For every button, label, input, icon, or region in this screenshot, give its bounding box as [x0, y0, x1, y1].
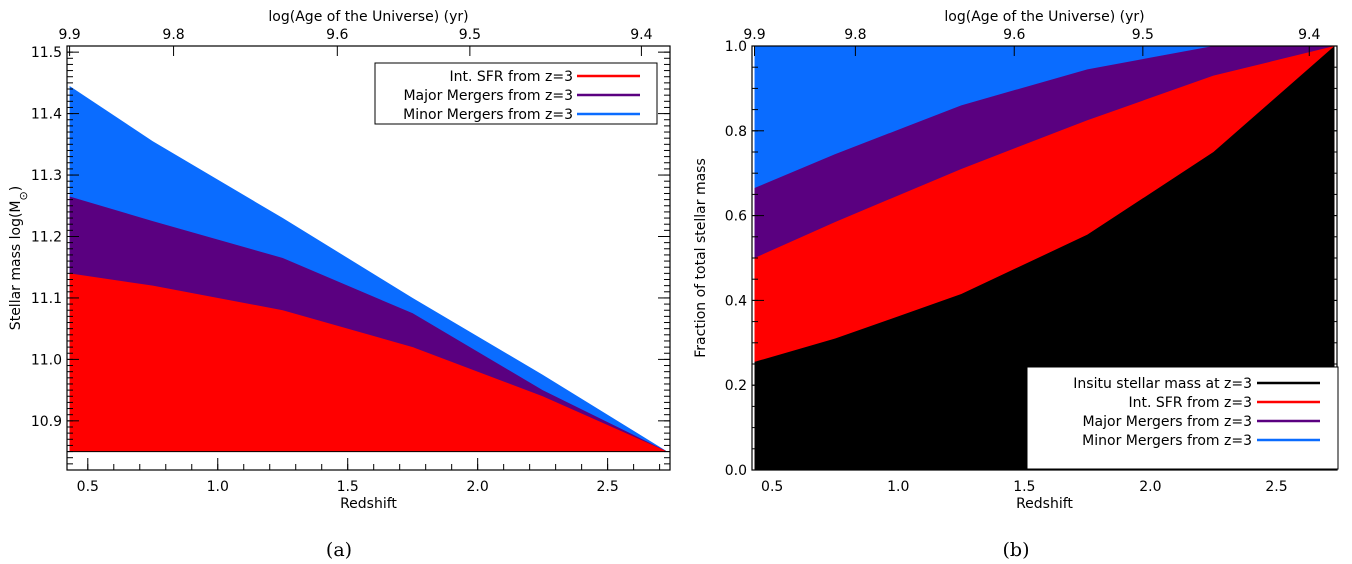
- x-axis-title: Redshift: [340, 496, 397, 512]
- panel-caption: (a): [326, 539, 352, 561]
- y-axis-title-subscript: ⊙: [17, 191, 30, 200]
- top-axis-title: log(Age of the Universe) (yr): [268, 9, 468, 25]
- y-tick-label: 11.4: [31, 107, 62, 123]
- legend-label: Major Mergers from z=3: [1082, 414, 1252, 430]
- top-tick-label: 9.5: [459, 27, 481, 43]
- legend-label: Minor Mergers from z=3: [1082, 433, 1252, 449]
- series-area: [69, 273, 668, 452]
- top-tick-label: 9.4: [630, 27, 652, 43]
- y-tick-label: 0.6: [725, 209, 747, 225]
- legend-label: Int. SFR from z=3: [449, 69, 573, 85]
- x-axis-title: Redshift: [1016, 496, 1073, 512]
- y-tick-label: 11.0: [31, 352, 62, 368]
- series-area: [754, 46, 1335, 470]
- x-tick-label: 1.5: [1013, 479, 1035, 495]
- y-tick-label: 11.2: [31, 229, 62, 245]
- y-tick-label: 0.4: [725, 293, 747, 309]
- top-axis-title: log(Age of the Universe) (yr): [944, 9, 1144, 25]
- top-tick-label: 9.6: [326, 27, 348, 43]
- y-tick-label: 1.0: [725, 39, 747, 55]
- top-tick-label: 9.9: [743, 27, 765, 43]
- y-tick-label: 11.1: [31, 291, 62, 307]
- y-tick-label: 11.3: [31, 168, 62, 184]
- plot-frame: [66, 45, 671, 471]
- legend-label: Int. SFR from z=3: [1128, 395, 1252, 411]
- x-tick-label: 0.5: [761, 479, 783, 495]
- top-tick-label: 9.5: [1132, 27, 1154, 43]
- x-tick-label: 2.0: [467, 479, 489, 495]
- y-tick-label: 0.0: [725, 463, 747, 479]
- x-tick-label: 2.0: [1139, 479, 1161, 495]
- x-tick-label: 0.5: [77, 479, 99, 495]
- x-tick-label: 1.5: [337, 479, 359, 495]
- top-tick-label: 9.8: [844, 27, 866, 43]
- legend-label: Minor Mergers from z=3: [403, 107, 573, 123]
- x-tick-label: 2.5: [596, 479, 618, 495]
- legend-label: Major Mergers from z=3: [403, 88, 573, 104]
- x-tick-label: 1.0: [207, 479, 229, 495]
- top-tick-label: 9.8: [162, 27, 184, 43]
- top-tick-label: 9.4: [1298, 27, 1320, 43]
- y-axis-title: Fraction of total stellar mass: [693, 158, 709, 358]
- y-axis-title-close: ): [8, 186, 24, 191]
- y-axis-title-main: Stellar mass log(M: [8, 200, 24, 330]
- y-axis-title-main: Fraction of total stellar mass: [693, 158, 709, 358]
- panel-a: 0.5 1.0 1.5 2.0 2.5 9.9 9.8 9.6 9.5 9.4 10.9 11.0 11…: [8, 9, 671, 561]
- top-tick-label: 9.6: [1003, 27, 1025, 43]
- x-tick-label: 1.0: [887, 479, 909, 495]
- panel-caption: (b): [1003, 539, 1030, 561]
- y-tick-label: 10.9: [31, 414, 62, 430]
- legend-label: Insitu stellar mass at z=3: [1073, 376, 1252, 392]
- y-axis-title: Stellar mass log(M⊙): [8, 186, 30, 330]
- top-tick-label: 9.9: [58, 27, 80, 43]
- x-tick-label: 2.5: [1265, 479, 1287, 495]
- y-tick-label: 11.5: [31, 45, 62, 61]
- y-tick-label: 0.2: [725, 378, 747, 394]
- panel-b: 0.5 1.0 1.5 2.0 2.5 9.9 9.8 9.6 9.5 9.4 0.0 0.2 0.4 0…: [693, 9, 1339, 561]
- y-tick-label: 0.8: [725, 124, 747, 140]
